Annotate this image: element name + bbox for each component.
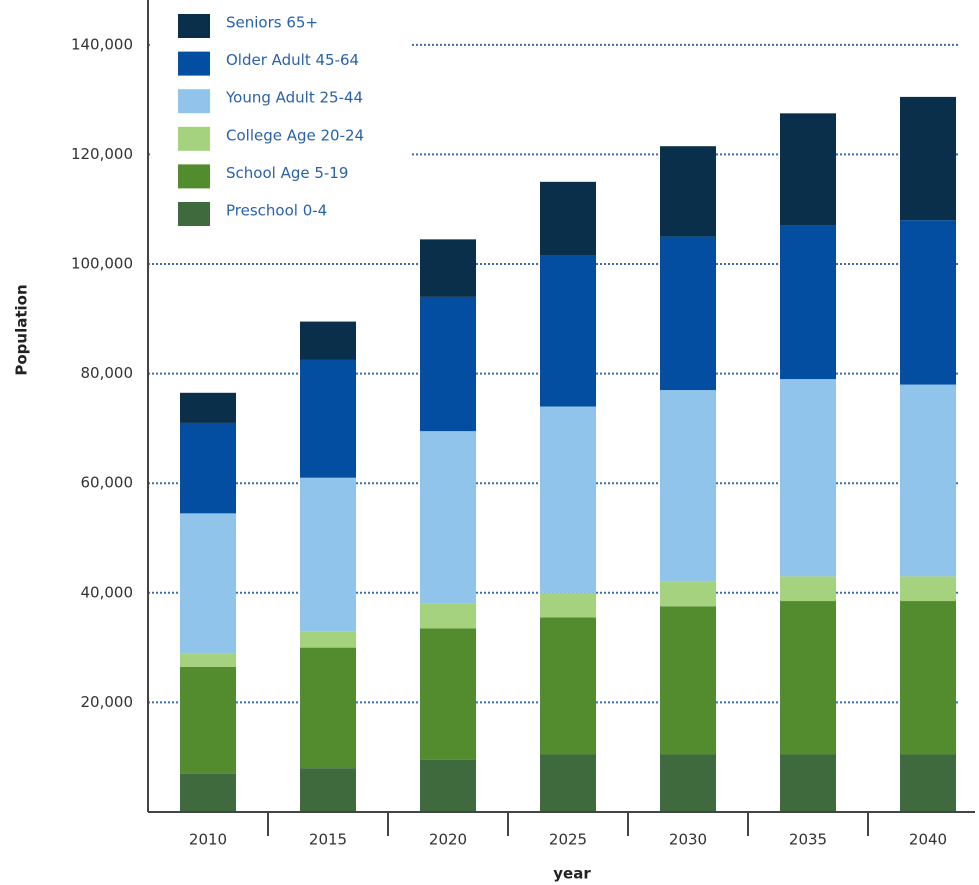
- bar-segment: [780, 576, 836, 602]
- y-tick-label: 40,000: [81, 583, 134, 601]
- y-axis-label: Population: [13, 284, 31, 375]
- bar-segment: [540, 406, 596, 593]
- bar-segment: [300, 768, 356, 812]
- y-tick-label: 140,000: [71, 35, 133, 53]
- bar-segment: [420, 759, 476, 812]
- bar-segment: [300, 631, 356, 648]
- y-tick-label: 120,000: [71, 145, 133, 163]
- bar-segment: [900, 754, 956, 812]
- legend-label: School Age 5-19: [226, 164, 348, 182]
- bar-segment: [660, 581, 716, 607]
- legend-swatch: [178, 89, 210, 114]
- bar-segment: [780, 754, 836, 812]
- bar-segment: [420, 628, 476, 760]
- bar-segment: [180, 653, 236, 667]
- legend-swatch: [178, 51, 210, 76]
- x-tick-label: 2015: [309, 831, 347, 849]
- x-tick-label: 2035: [789, 831, 827, 849]
- legend-background: [150, 0, 412, 232]
- bar-segment: [900, 384, 956, 577]
- bar-segment: [780, 225, 836, 380]
- bar-segment: [900, 576, 956, 602]
- bar-segment: [660, 146, 716, 237]
- legend-label: Older Adult 45-64: [226, 51, 359, 69]
- bar-segment: [660, 236, 716, 391]
- y-tick-label: 60,000: [81, 474, 134, 492]
- legend-swatch: [178, 14, 210, 38]
- bar-segment: [300, 477, 356, 632]
- bar-segment: [660, 390, 716, 582]
- x-tick-label: 2040: [909, 831, 947, 849]
- legend-swatch: [178, 202, 210, 226]
- x-tick-label: 2030: [669, 831, 707, 849]
- bar-segment: [180, 513, 236, 654]
- bar-segment: [900, 601, 956, 755]
- bar-segment: [300, 359, 356, 478]
- y-tick-label: 100,000: [71, 255, 133, 273]
- legend-label: Seniors 65+: [226, 14, 318, 32]
- x-axis-label: year: [553, 865, 591, 883]
- bar-segment: [420, 296, 476, 432]
- bar-segment: [660, 754, 716, 812]
- bar-segment: [660, 606, 716, 755]
- y-tick-label: 80,000: [81, 364, 134, 382]
- bar-segment: [180, 392, 236, 423]
- bar-segment: [540, 181, 596, 256]
- bar-segment: [780, 601, 836, 755]
- x-tick-label: 2020: [429, 831, 467, 849]
- bar-segment: [900, 220, 956, 385]
- bar-segment: [540, 617, 596, 755]
- bar-segment: [540, 255, 596, 407]
- legend-label: College Age 20-24: [226, 126, 364, 144]
- legend-swatch: [178, 126, 210, 151]
- bar-segment: [180, 422, 236, 514]
- x-tick-label: 2010: [189, 831, 227, 849]
- bar-segment: [780, 379, 836, 577]
- bar-segment: [300, 321, 356, 360]
- bar-segment: [540, 592, 596, 618]
- legend: Preschool 0-4 School Age 5-19 College Age …: [150, 0, 412, 232]
- bar-segment: [300, 647, 356, 769]
- bar-segment: [900, 96, 956, 221]
- bar-segment: [420, 239, 476, 297]
- bar-segment: [180, 773, 236, 812]
- y-tick-label: 20,000: [81, 693, 134, 711]
- bar-segment: [420, 603, 476, 629]
- x-tick-label: 2025: [549, 831, 587, 849]
- bar-segment: [780, 113, 836, 226]
- legend-swatch: [178, 164, 210, 189]
- bar-segment: [420, 431, 476, 604]
- bar-segment: [540, 754, 596, 812]
- bar-segment: [180, 666, 236, 774]
- legend-label: Preschool 0-4: [226, 202, 327, 220]
- legend-label: Young Adult 25-44: [225, 89, 363, 107]
